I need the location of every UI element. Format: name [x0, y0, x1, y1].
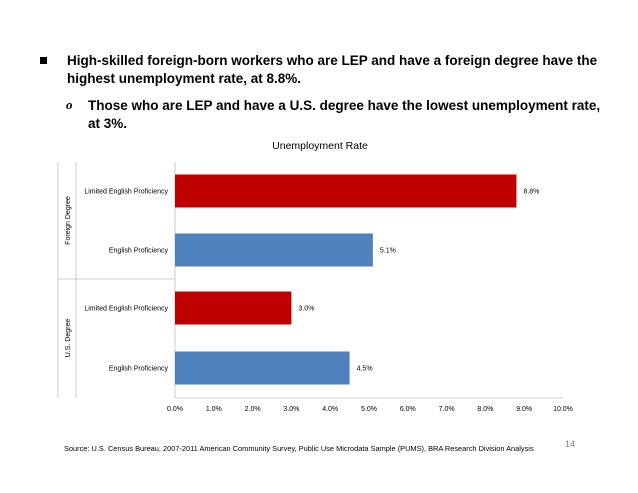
unemployment-chart: Unemployment Rate 0.0% 1.0% 2.0% 3.0% 4.0% 5.…: [57, 140, 573, 413]
main-bullet: High-skilled foreign-born workers who ar…: [40, 52, 610, 88]
data-label: 4.5%: [357, 366, 373, 373]
data-label: 3.0%: [298, 306, 314, 313]
x-tick-label: 2.0%: [245, 406, 261, 413]
chart-title: Unemployment Rate: [272, 140, 368, 152]
data-label: 8.8%: [523, 189, 539, 196]
x-tick-label: 4.0%: [322, 406, 338, 413]
group-label: U.S. Degree: [65, 319, 72, 358]
square-bullet-icon: [40, 57, 47, 64]
x-tick-label: 8.0%: [477, 406, 493, 413]
x-tick-label: 9.0%: [516, 406, 532, 413]
sub-bullet-text: Those who are LEP and have a U.S. degree…: [88, 98, 601, 131]
bar: [175, 291, 292, 325]
category-label: Limited English Proficiency: [84, 306, 168, 313]
sub-bullet: o Those who are LEP and have a U.S. degr…: [66, 97, 611, 133]
category-label: Limited English Proficiency: [84, 189, 168, 196]
page-number: 14: [565, 439, 576, 449]
data-label: 5.1%: [380, 248, 396, 255]
x-tick-label: 10.0%: [553, 406, 573, 413]
bar: [175, 174, 517, 208]
bar: [175, 351, 350, 385]
x-tick-label: 1.0%: [206, 406, 222, 413]
group-label: Foreign Degree: [65, 196, 72, 245]
category-label: English Proficiency: [109, 248, 169, 255]
x-tick-label: 0.0%: [167, 406, 183, 413]
x-tick-label: 7.0%: [439, 406, 455, 413]
x-tick-label: 3.0%: [283, 406, 299, 413]
source-note: Source: U.S. Census Bureau, 2007-2011 Am…: [64, 444, 534, 453]
category-label: English Proficiency: [109, 366, 169, 373]
x-tick-label: 6.0%: [400, 406, 416, 413]
sub-bullet-marker: o: [66, 97, 73, 112]
bar: [175, 233, 373, 267]
main-bullet-text: High-skilled foreign-born workers who ar…: [67, 53, 598, 86]
x-tick-label: 5.0%: [361, 406, 377, 413]
